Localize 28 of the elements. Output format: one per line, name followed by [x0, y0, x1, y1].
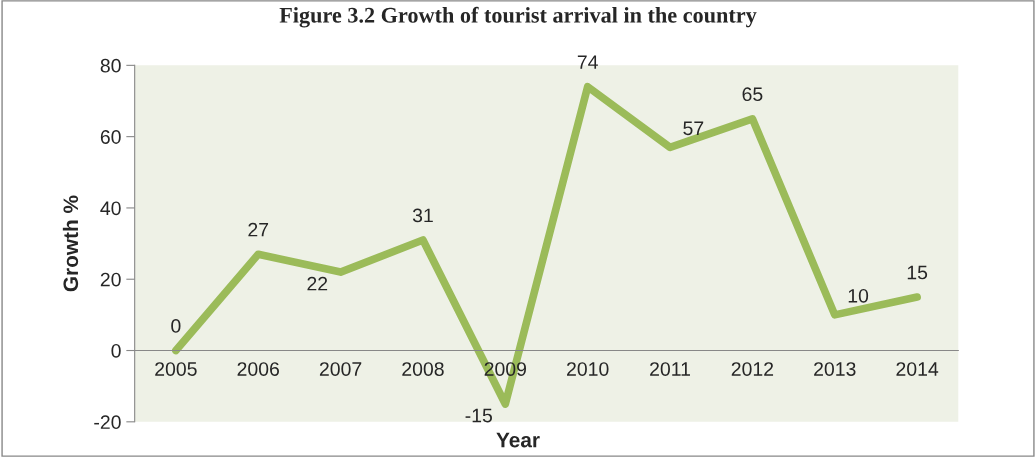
data-label: -15: [465, 408, 492, 423]
y-tick-label: 60: [100, 130, 121, 144]
data-label: 10: [848, 288, 869, 303]
y-tick-label: 80: [100, 58, 121, 73]
x-tick-label: 2005: [155, 362, 197, 376]
x-tick-label: 2014: [896, 362, 939, 376]
y-tick-label: 0: [111, 343, 121, 358]
y-axis-title: Growth %: [62, 195, 79, 292]
chart-title: Figure 3.2 Growth of tourist arrival in the country: [279, 6, 757, 28]
data-label: 27: [248, 222, 269, 237]
data-label: 31: [412, 208, 433, 223]
data-label: 74: [577, 55, 598, 69]
data-label: 57: [683, 121, 704, 136]
x-tick-label: 2010: [567, 362, 609, 376]
x-tick-label: 2011: [650, 362, 690, 376]
y-tick-label: -20: [94, 415, 121, 430]
x-tick-label: 2007: [319, 362, 362, 376]
x-tick-label: 2013: [814, 362, 856, 376]
x-tick-label: 2012: [731, 362, 774, 376]
x-axis-title: Year: [496, 432, 540, 448]
data-label: 0: [171, 319, 181, 333]
x-tick-label: 2006: [237, 362, 279, 376]
data-label: 65: [742, 87, 763, 102]
y-tick-label: 20: [100, 272, 121, 287]
x-tick-label: 2008: [402, 362, 444, 376]
y-tick-label: 40: [100, 201, 121, 216]
data-label: 22: [307, 276, 328, 291]
data-label: 15: [907, 265, 928, 280]
